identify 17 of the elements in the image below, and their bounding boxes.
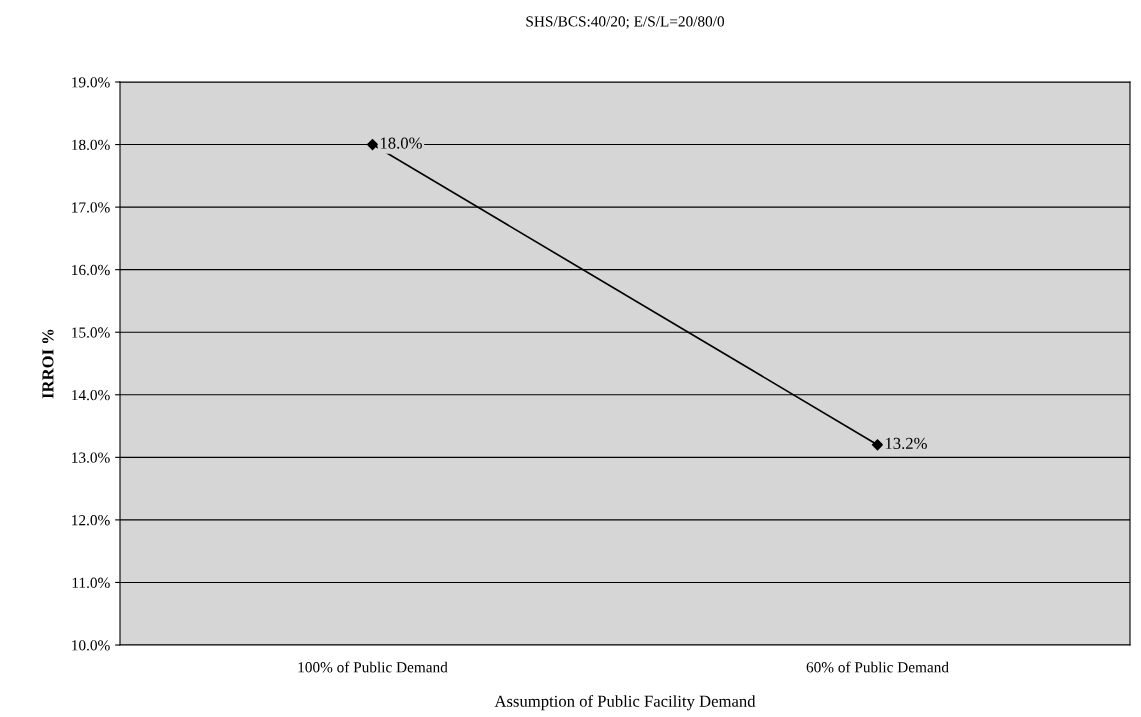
x-tick-label: 100% of Public Demand [298, 661, 448, 673]
y-tick-label: 10.0% [72, 640, 110, 651]
data-label: 13.2% [885, 437, 927, 450]
y-tick-label: 18.0% [72, 139, 110, 151]
y-tick-label: 11.0% [72, 577, 110, 588]
y-tick-label: 15.0% [72, 327, 110, 338]
y-tick-label: 12.0% [72, 515, 110, 526]
y-tick-label: 19.0% [72, 77, 110, 88]
y-tick-label: 16.0% [72, 264, 110, 276]
y-axis-title: IRROI % [42, 329, 54, 399]
data-label: 18.0% [380, 137, 422, 149]
x-tick-label: 60% of Public Demand [806, 661, 949, 673]
y-tick-label: 14.0% [72, 389, 110, 401]
y-tick-label: 17.0% [72, 202, 110, 213]
x-axis-title: Assumption of Public Facility Demand [494, 694, 756, 711]
chart-title: SHS/BCS:40/20; E/S/L=20/80/0 [526, 16, 725, 29]
y-tick-label: 13.0% [72, 452, 110, 463]
